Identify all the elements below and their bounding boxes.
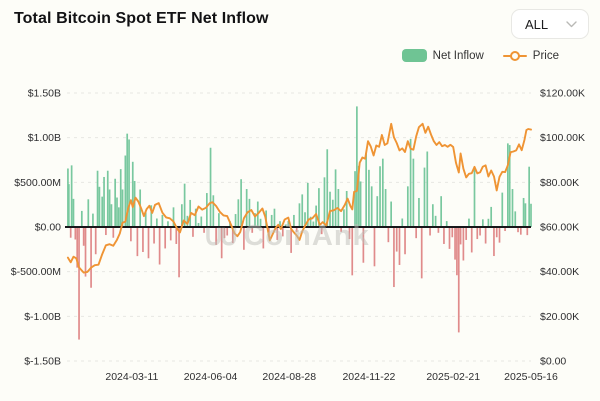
svg-text:2025-05-16: 2025-05-16 [504,371,558,383]
svg-text:$100.00K: $100.00K [540,132,585,144]
svg-text:$20.00K: $20.00K [540,311,579,323]
svg-text:2024-11-22: 2024-11-22 [342,371,395,383]
svg-text:2025-02-21: 2025-02-21 [426,371,480,383]
range-select[interactable]: ALL [511,9,589,39]
price-line-marker-icon [502,49,527,62]
svg-text:$40.00K: $40.00K [540,266,579,278]
legend: Net Inflow Price [401,49,559,62]
svg-text:2024-08-28: 2024-08-28 [262,371,316,383]
svg-text:$0.00: $0.00 [35,222,61,234]
svg-text:$-1.00B: $-1.00B [24,311,61,323]
svg-text:$-500.00M: $-500.00M [11,266,61,278]
x-axis-labels: 2024-03-11 2024-06-04 2024-08-28 2024-11-22… [105,371,558,383]
range-select-value: ALL [525,16,549,32]
svg-text:2024-06-04: 2024-06-04 [184,371,238,383]
y-axis-right-labels: $120.00K $100.00K $80.00K $60.00K $40.00K $20… [540,88,585,368]
svg-text:$120.00K: $120.00K [540,88,585,100]
legend-label-net-inflow: Net Inflow [432,49,484,62]
net-inflow-swatch-icon [401,49,427,62]
svg-text:2024-03-11: 2024-03-11 [105,371,158,383]
legend-item-price[interactable]: Price [502,49,559,62]
svg-text:$1.00B: $1.00B [28,132,61,144]
page-title: Total Bitcoin Spot ETF Net Inflow [14,10,269,27]
svg-text:$60.00K: $60.00K [540,222,579,234]
svg-text:$0.00: $0.00 [540,356,566,368]
legend-item-net-inflow[interactable]: Net Inflow [401,49,484,62]
y-axis-left-labels: $1.50B $1.00B $500.00M $0.00 $-500.00M $-1.00… [11,88,61,368]
net-inflow-bars [67,106,532,340]
svg-text:$-1.50B: $-1.50B [24,356,61,368]
svg-text:$500.00M: $500.00M [14,177,61,189]
svg-text:$1.50B: $1.50B [28,88,61,100]
price-line [66,122,532,274]
chevron-down-icon [566,20,577,28]
legend-label-price: Price [532,49,559,62]
svg-text:$80.00K: $80.00K [540,177,579,189]
